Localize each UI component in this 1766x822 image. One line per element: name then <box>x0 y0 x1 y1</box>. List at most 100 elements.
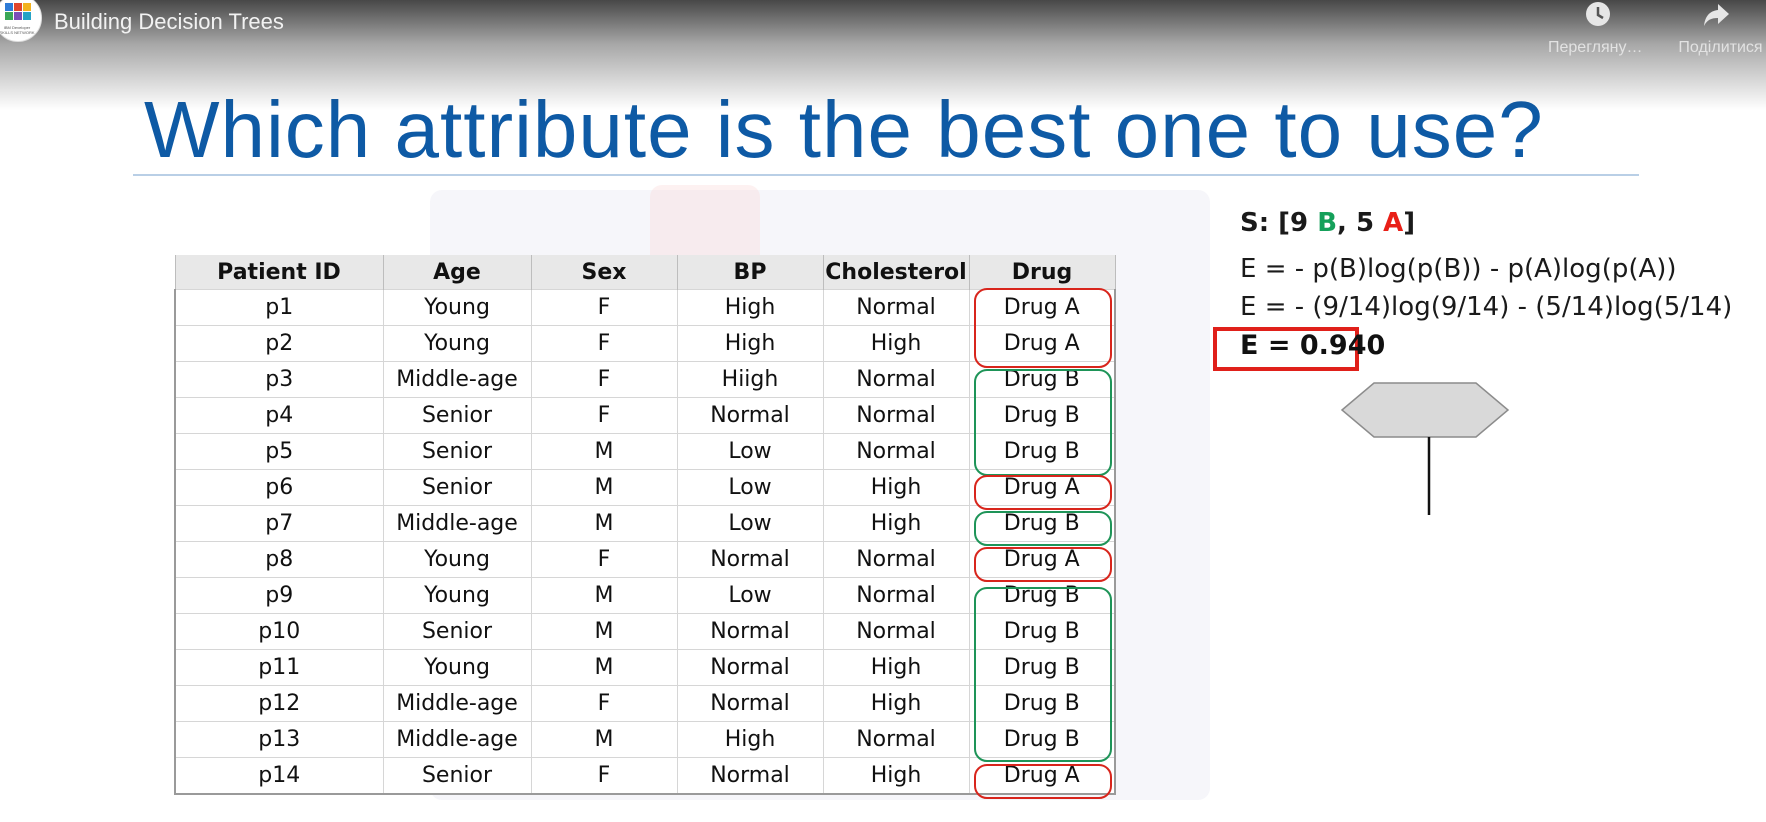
bp-cell: Normal <box>676 685 824 722</box>
sex-cell: F <box>530 397 678 434</box>
drug-cell: Drug B <box>968 649 1116 686</box>
drug-cell: Drug A <box>968 289 1116 326</box>
set-summary-middle: , 5 <box>1337 208 1384 238</box>
bp-cell: High <box>676 721 824 758</box>
sex-cell: F <box>530 757 678 795</box>
bp-cell: High <box>676 289 824 326</box>
table-row: p10 Senior M Normal Normal Drug B <box>174 613 1116 650</box>
patient-id-cell: p5 <box>174 433 384 470</box>
age-cell: Senior <box>382 433 532 470</box>
patient-data-table: Patient ID Age Sex BP Cholesterol Drug p… <box>174 255 1116 795</box>
cholesterol-cell: Normal <box>822 577 970 614</box>
table-row: p1 Young F High Normal Drug A <box>174 289 1116 326</box>
watch-later-button[interactable]: Переглянути пізніше <box>1543 0 1653 57</box>
entropy-result-highlight-box <box>1213 327 1359 371</box>
table-row: p13 Middle-age M High Normal Drug B <box>174 721 1116 758</box>
cholesterol-cell: High <box>822 505 970 542</box>
bp-cell: Normal <box>676 541 824 578</box>
patient-id-cell: p10 <box>174 613 384 650</box>
logo-block-icon <box>5 3 13 11</box>
drug-cell: Drug B <box>968 433 1116 470</box>
bp-cell: High <box>676 325 824 362</box>
sex-cell: M <box>530 433 678 470</box>
entropy-formula: E = - p(B)log(p(B)) - p(A)log(p(A)) <box>1240 254 1677 284</box>
patient-id-cell: p11 <box>174 649 384 686</box>
age-cell: Senior <box>382 397 532 434</box>
column-header-cholesterol: Cholesterol <box>822 255 970 290</box>
age-cell: Middle-age <box>382 685 532 722</box>
cholesterol-cell: Normal <box>822 721 970 758</box>
drug-cell: Drug A <box>968 325 1116 362</box>
table-row: p12 Middle-age F Normal High Drug B <box>174 685 1116 722</box>
drug-cell: Drug B <box>968 721 1116 758</box>
set-summary: S: [9 B, 5 A] <box>1240 208 1415 238</box>
patient-id-cell: p7 <box>174 505 384 542</box>
age-cell: Middle-age <box>382 361 532 398</box>
video-title[interactable]: Building Decision Trees <box>54 9 284 34</box>
table-row: p2 Young F High High Drug A <box>174 325 1116 362</box>
bp-cell: Low <box>676 505 824 542</box>
drug-cell: Drug A <box>968 469 1116 506</box>
share-button[interactable]: Поділитися <box>1665 0 1766 57</box>
patient-id-cell: p13 <box>174 721 384 758</box>
table-row: p4 Senior F Normal Normal Drug B <box>174 397 1116 434</box>
age-cell: Young <box>382 649 532 686</box>
drug-cell: Drug A <box>968 757 1116 795</box>
age-cell: Senior <box>382 613 532 650</box>
column-header-bp: BP <box>676 255 824 290</box>
drug-cell: Drug B <box>968 613 1116 650</box>
cholesterol-cell: Normal <box>822 433 970 470</box>
cholesterol-cell: Normal <box>822 397 970 434</box>
age-cell: Senior <box>382 757 532 795</box>
cholesterol-cell: High <box>822 757 970 795</box>
bp-cell: Normal <box>676 757 824 795</box>
root-node-hexagon <box>1340 382 1510 438</box>
cholesterol-cell: High <box>822 469 970 506</box>
patient-id-cell: p14 <box>174 757 384 795</box>
table-row: p5 Senior M Low Normal Drug B <box>174 433 1116 470</box>
drug-cell: Drug B <box>968 361 1116 398</box>
cholesterol-cell: High <box>822 685 970 722</box>
bp-cell: Normal <box>676 649 824 686</box>
sex-cell: M <box>530 649 678 686</box>
patient-id-cell: p8 <box>174 541 384 578</box>
cholesterol-cell: Normal <box>822 361 970 398</box>
age-cell: Middle-age <box>382 505 532 542</box>
patient-id-cell: p12 <box>174 685 384 722</box>
sex-cell: M <box>530 469 678 506</box>
logo-block-icon <box>14 3 22 11</box>
cholesterol-cell: Normal <box>822 541 970 578</box>
video-top-overlay <box>0 0 1766 110</box>
patient-id-cell: p3 <box>174 361 384 398</box>
logo-block-icon <box>23 12 31 20</box>
age-cell: Senior <box>382 469 532 506</box>
sex-cell: F <box>530 685 678 722</box>
drug-cell: Drug B <box>968 397 1116 434</box>
bp-cell: Low <box>676 577 824 614</box>
logo-block-icon <box>14 12 22 20</box>
set-summary-b-label: B <box>1317 208 1338 238</box>
age-cell: Young <box>382 541 532 578</box>
bp-cell: Normal <box>676 397 824 434</box>
bp-cell: Low <box>676 433 824 470</box>
table-row: p6 Senior M Low High Drug A <box>174 469 1116 506</box>
patient-id-cell: p6 <box>174 469 384 506</box>
clock-icon <box>1586 2 1610 26</box>
patient-id-cell: p4 <box>174 397 384 434</box>
age-cell: Young <box>382 289 532 326</box>
sex-cell: M <box>530 721 678 758</box>
sex-cell: F <box>530 541 678 578</box>
table-row: p11 Young M Normal High Drug B <box>174 649 1116 686</box>
share-arrow-icon <box>1703 4 1729 26</box>
title-underline <box>133 174 1639 176</box>
bp-cell: Hiigh <box>676 361 824 398</box>
table-row: p14 Senior F Normal High Drug A <box>174 757 1116 795</box>
sex-cell: F <box>530 325 678 362</box>
drug-cell: Drug B <box>968 685 1116 722</box>
set-summary-suffix: ] <box>1403 208 1416 238</box>
column-header-sex: Sex <box>530 255 678 290</box>
cholesterol-cell: Normal <box>822 289 970 326</box>
drug-cell: Drug A <box>968 541 1116 578</box>
bp-cell: Low <box>676 469 824 506</box>
logo-block-icon <box>23 3 31 11</box>
